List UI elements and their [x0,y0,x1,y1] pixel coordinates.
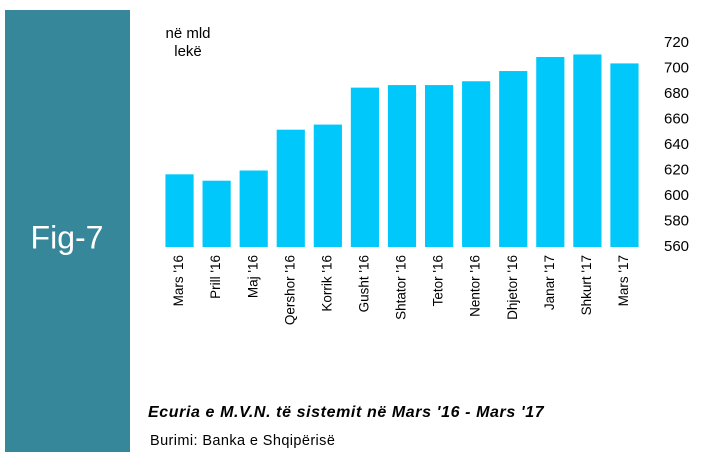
fig-panel [5,10,130,452]
unit-label: lekë [174,43,202,60]
bar [165,174,194,247]
bar [239,170,268,247]
x-tick-label: Qershor '16 [282,255,297,325]
bar [536,57,565,248]
source: Burimi: Banka e Shqipërisë [150,433,335,449]
y-tick-label: 560 [664,238,689,255]
y-tick-label: 580 [664,212,689,229]
x-tick-label: Shkurt '17 [579,255,594,315]
bar [202,180,231,247]
x-tick-label: Mars '17 [616,255,631,306]
fig-label: Fig-7 [31,219,104,255]
bar [313,124,342,247]
bar [424,85,454,247]
bar [610,63,639,248]
x-tick-label: Janar '17 [542,255,557,310]
x-tick-label: Shtator '16 [394,255,409,320]
x-tick-label: Nentor '16 [468,255,483,317]
y-tick-label: 700 [664,59,689,76]
y-tick-label: 640 [664,136,689,153]
bar [276,129,305,247]
bar [573,54,602,247]
y-tick-label: 620 [664,161,689,178]
bar [387,85,417,247]
y-tick-label: 720 [664,34,689,51]
x-tick-label: Prill '16 [208,255,223,299]
bar [350,87,380,247]
y-tick-label: 660 [664,110,689,127]
x-tick-label: Korrik '16 [319,255,334,312]
bar [499,71,528,247]
x-tick-label: Tetor '16 [431,255,446,306]
x-tick-label: Gusht '16 [356,255,371,312]
y-tick-label: 680 [664,85,689,102]
y-tick-label: 600 [664,187,689,204]
unit-label: në mld [165,25,210,42]
x-tick-label: Dhjetor '16 [505,255,520,320]
x-tick-label: Mars '16 [171,255,186,306]
bar [462,81,491,247]
chart-title: Ecuria e M.V.N. të sistemit në Mars '16 … [148,404,545,421]
x-tick-label: Maj '16 [245,255,260,298]
